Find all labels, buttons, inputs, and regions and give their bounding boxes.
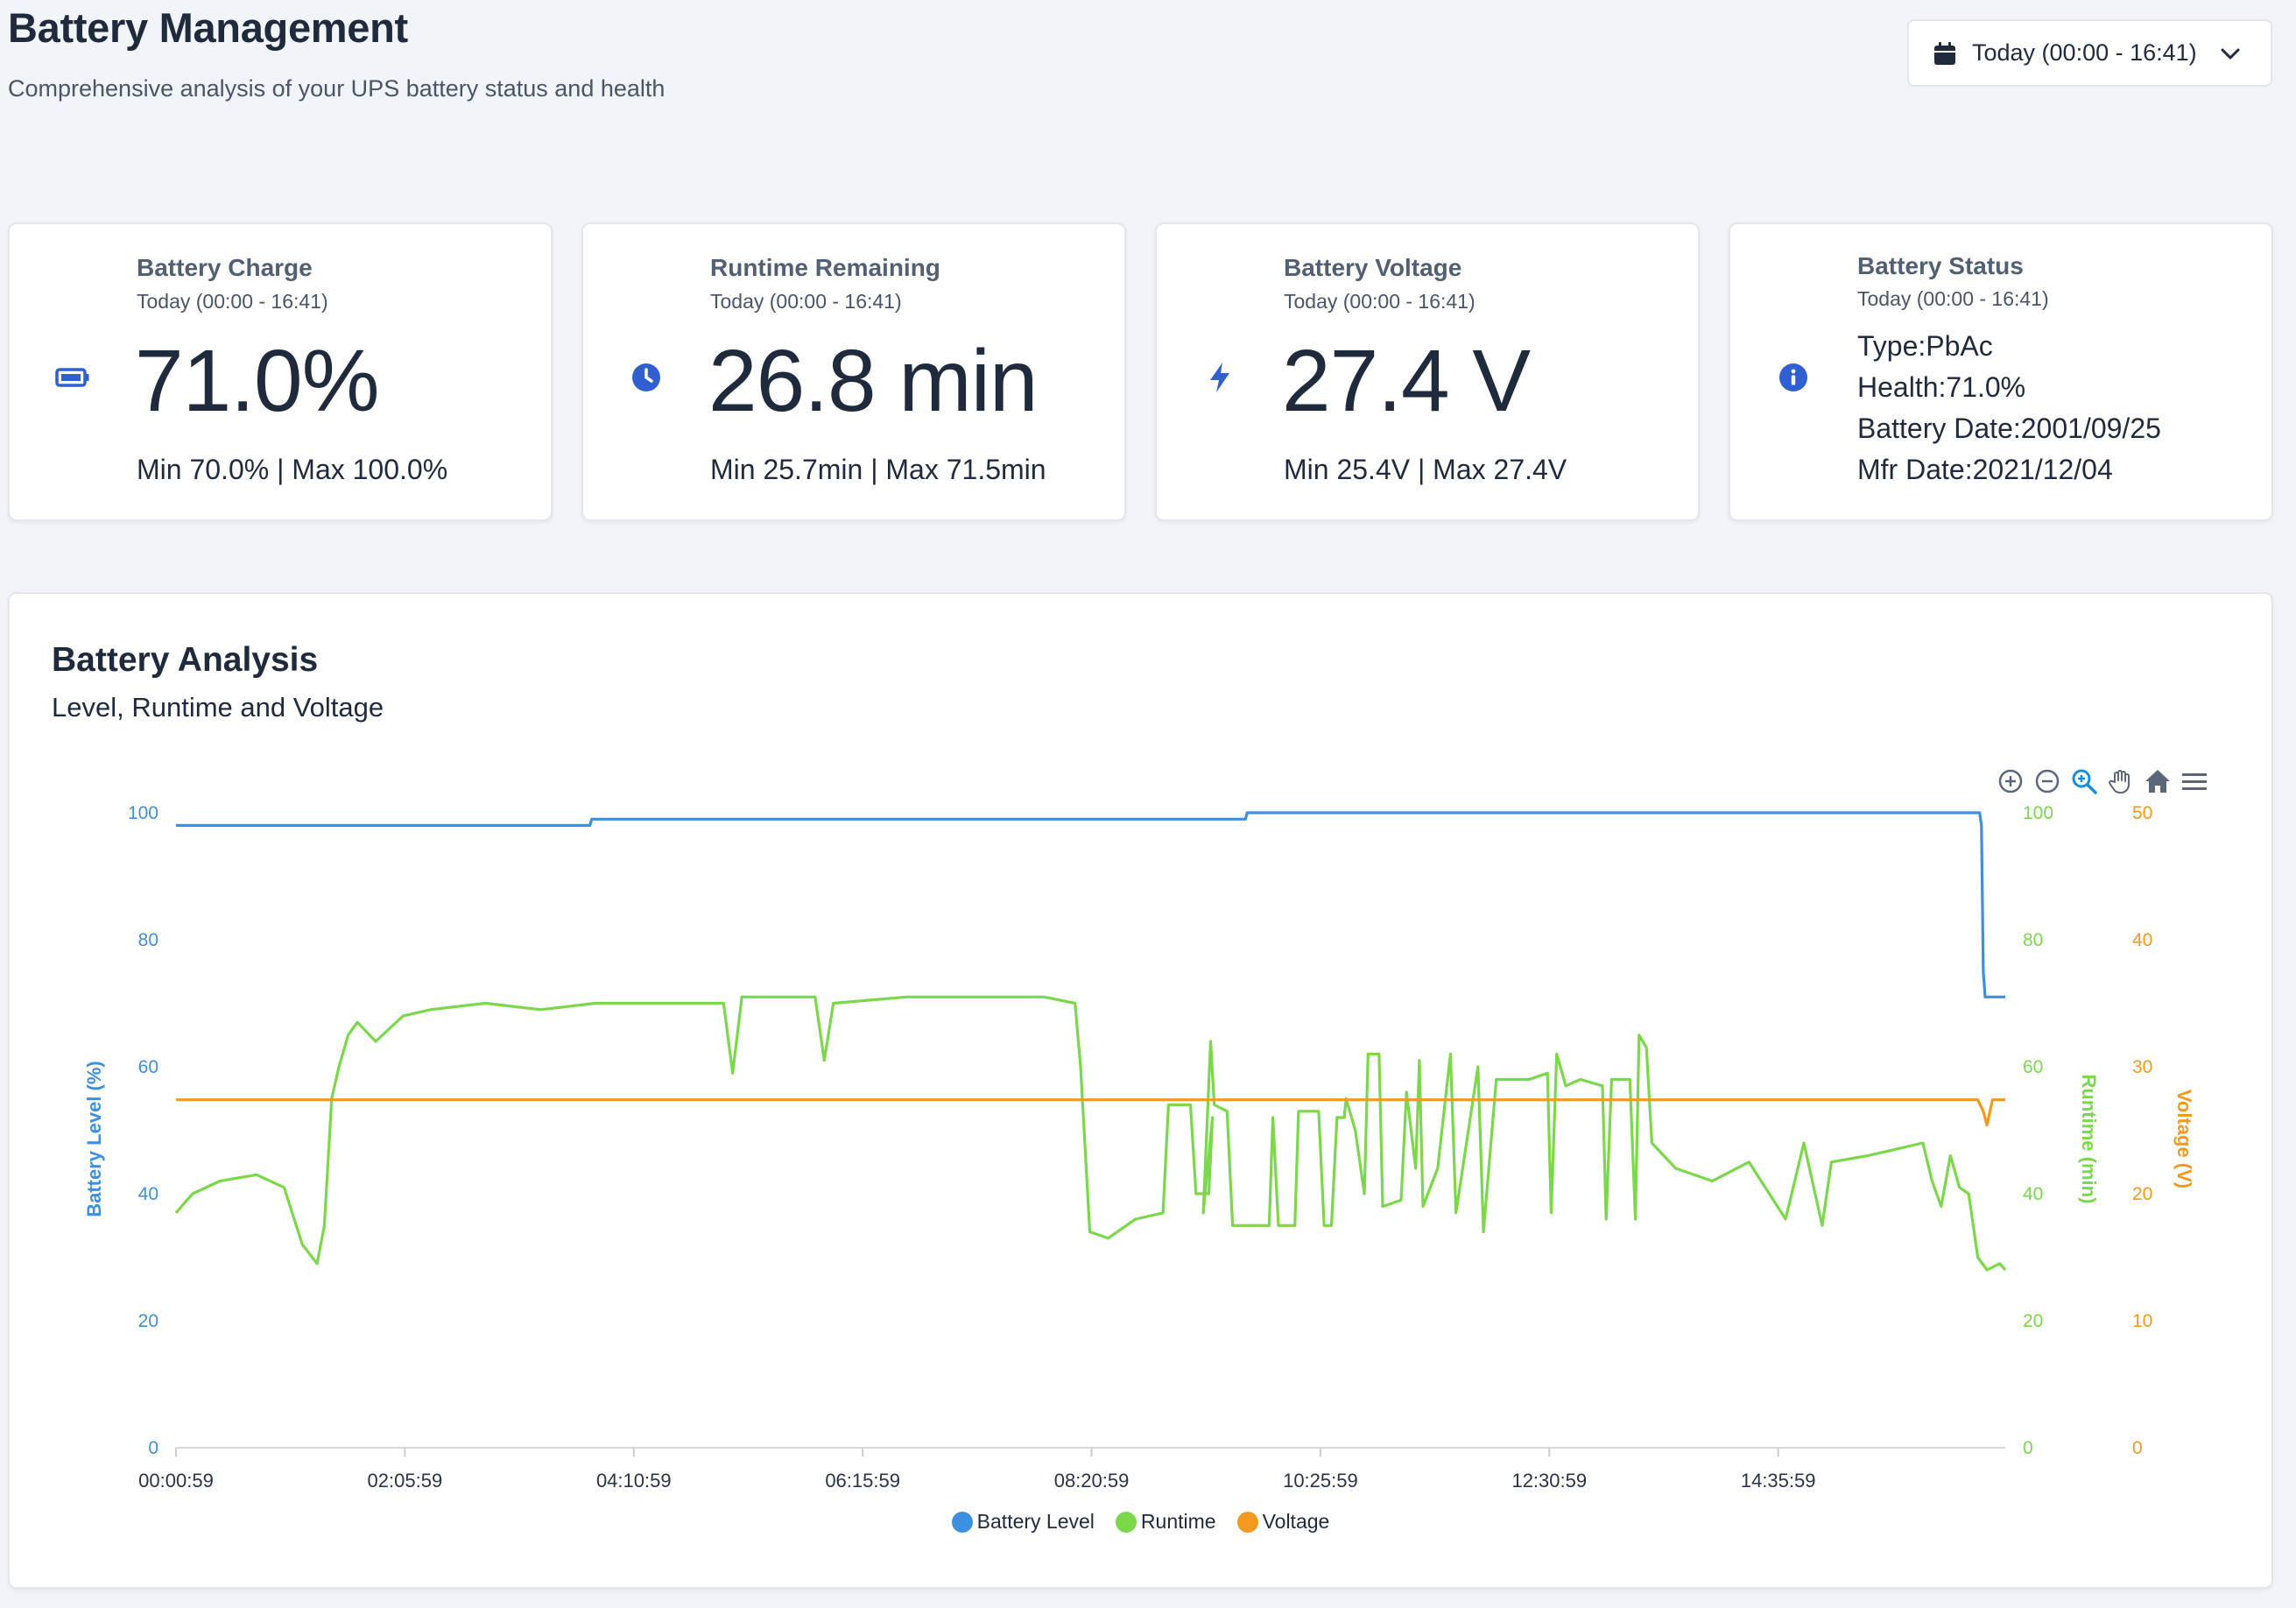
series-line-battery-level [176,811,2005,998]
battery-status-card: Battery Status Today (00:00 - 16:41) Typ… [1729,222,2273,521]
y-axis-title: Voltage (V) [2173,1090,2195,1188]
legend-label: Battery Level [976,1510,1095,1533]
page-subtitle: Comprehensive analysis of your UPS batte… [8,75,666,102]
card-period: Today (00:00 - 16:41) [710,290,902,313]
y-tick-label: 30 [2132,1057,2152,1077]
series-line-runtime [174,995,2007,1272]
y-axis-title: Battery Level (%) [83,1061,105,1217]
chart-title: Battery Analysis [52,641,319,679]
menu-icon[interactable] [2180,766,2209,796]
y-tick-label: 0 [2132,1438,2143,1458]
y-axis-title: Runtime (min) [2078,1075,2100,1204]
x-tick-label: 10:25:59 [1283,1470,1358,1492]
card-title: Battery Charge [137,254,313,281]
battery-voltage-card: Battery Voltage Today (00:00 - 16:41) 27… [1155,222,1700,521]
y-tick-label: 80 [2023,930,2043,950]
battery-charge-range: Min 70.0% | Max 100.0% [137,454,448,485]
card-period: Today (00:00 - 16:41) [137,290,328,313]
x-tick-label: 00:00:59 [138,1470,214,1492]
y-tick-label: 20 [2132,1184,2152,1204]
y-tick-label: 40 [138,1184,158,1204]
x-tick-label: 12:30:59 [1511,1470,1587,1492]
x-tick-label: 06:15:59 [825,1470,900,1492]
battery-charge-value: 71.0% [135,332,380,430]
battery-analysis-card: Battery Analysis Level, Runtime and Volt… [8,592,2273,1589]
battery-analysis-chart[interactable]: 00:00:59 02:05:59 04:10:59 06:15:59 08:20:59… [10,594,2275,1505]
legend-label: Voltage [1262,1510,1330,1533]
runtime-value: 26.8 min [708,332,1039,430]
runtime-range: Min 25.7min | Max 71.5min [710,454,1046,485]
pan-icon[interactable] [2106,766,2136,796]
y-tick-label: 10 [2132,1311,2152,1331]
y-tick-label: 60 [138,1057,158,1077]
page-title: Battery Management [8,4,408,51]
lightning-icon [1202,360,1237,395]
x-tick-label: 02:05:59 [368,1470,443,1492]
battery-health: Health:71.0% [1857,371,2026,403]
card-title: Battery Status [1857,252,2024,279]
y-tick-label: 100 [128,803,158,823]
runtime-remaining-card: Runtime Remaining Today (00:00 - 16:41) … [581,222,1126,521]
chart-subtitle: Level, Runtime and Voltage [52,692,384,723]
y-tick-label: 20 [2023,1311,2043,1331]
y-tick-label: 40 [2023,1184,2043,1204]
voltage-range: Min 25.4V | Max 27.4V [1284,454,1567,485]
zoom-in-icon[interactable] [1996,766,2025,796]
y-tick-label: 0 [148,1438,158,1458]
date-range-picker[interactable]: Today (00:00 - 16:41) [1907,19,2272,87]
x-tick-label: 04:10:59 [596,1470,672,1492]
legend-voltage[interactable]: Voltage [1236,1510,1330,1534]
battery-charge-card: Battery Charge Today (00:00 - 16:41) 71.… [8,222,553,521]
clock-icon [629,360,664,395]
card-title: Runtime Remaining [710,254,940,281]
battery-status-details: Type:PbAc Health:71.0% Battery Date:2001… [1857,326,2161,490]
battery-date: Battery Date:2001/09/25 [1857,413,2161,444]
y-tick-label: 80 [138,930,158,950]
legend-battery-level[interactable]: Battery Level [951,1510,1095,1534]
chart-toolbar [1996,764,2209,799]
legend-runtime[interactable]: Runtime [1115,1510,1216,1534]
y-tick-label: 20 [138,1311,158,1331]
series-line-voltage [176,1098,2005,1127]
y-tick-label: 100 [2023,803,2053,823]
legend-dot-runtime [1115,1511,1137,1533]
y-tick-label: 0 [2023,1438,2033,1458]
card-period: Today (00:00 - 16:41) [1284,290,1475,313]
y-tick-label: 40 [2132,930,2152,950]
y-tick-label: 60 [2023,1057,2043,1077]
calendar-icon [1933,41,1956,66]
legend-dot-battery [951,1511,973,1533]
selection-zoom-icon[interactable] [2069,766,2099,796]
legend-label: Runtime [1140,1510,1216,1533]
manufacture-date: Mfr Date:2021/12/04 [1857,454,2113,485]
battery-icon [55,360,90,395]
reset-home-icon[interactable] [2143,766,2173,796]
legend-dot-voltage [1236,1511,1258,1533]
card-title: Battery Voltage [1284,254,1462,281]
chevron-down-icon [2218,41,2243,66]
card-period: Today (00:00 - 16:41) [1857,287,2049,310]
x-tick-label: 14:35:59 [1741,1470,1816,1492]
date-range-label: Today (00:00 - 16:41) [1972,39,2197,66]
chart-legend: Battery Level Runtime Voltage [10,1510,2271,1534]
info-icon [1776,360,1811,395]
x-tick-label: 08:20:59 [1054,1470,1130,1492]
y-tick-label: 50 [2132,803,2152,823]
battery-type: Type:PbAc [1857,330,1993,362]
voltage-value: 27.4 V [1282,332,1531,430]
zoom-out-icon[interactable] [2032,766,2062,796]
